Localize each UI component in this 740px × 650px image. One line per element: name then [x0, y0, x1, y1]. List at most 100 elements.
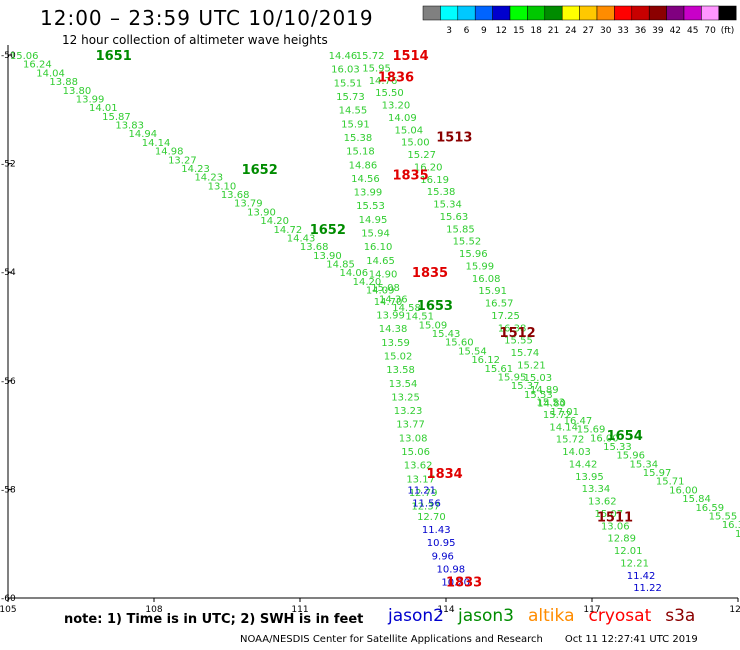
wave-height-value: 14.03 [562, 447, 591, 458]
pass-time-label: 1836 [378, 71, 414, 86]
wave-height-value: 15.63 [440, 212, 469, 223]
y-tick-label: -50 [1, 51, 16, 61]
legend-tick-label: 15 [513, 26, 524, 36]
wave-height-value: 11.56 [412, 499, 441, 510]
wave-height-value: 13.17 [406, 474, 435, 485]
y-tick-label: -54 [1, 268, 16, 278]
wave-height-value: 15.84 [682, 494, 711, 505]
legend-tick-label: 36 [635, 26, 647, 36]
wave-height-value: 13.90 [313, 251, 342, 262]
wave-height-value: 16.57 [485, 299, 514, 310]
wave-height-value: 14.56 [351, 174, 380, 185]
legend-tick-label: 42 [670, 26, 681, 36]
wave-height-value: 16.20 [414, 162, 443, 173]
wave-height-value: 14.14 [142, 138, 171, 149]
wave-height-value: 13.34 [582, 484, 611, 495]
sat-jason2-label: jason2 [388, 606, 444, 626]
wave-height-value: 12.01 [614, 546, 643, 557]
legend-tick-label: 12 [496, 26, 507, 36]
wave-height-value: 12.70 [417, 512, 446, 523]
wave-height-value: 15.53 [536, 398, 565, 409]
wave-height-value: 15.06 [401, 447, 430, 458]
wave-height-value: 13.79 [234, 199, 263, 210]
pass-time-label: 1512 [500, 326, 536, 341]
wave-height-value: 15.00 [401, 138, 430, 149]
wave-height-value: 15.27 [407, 150, 436, 161]
x-tick-label: 120 [729, 605, 740, 615]
wave-height-value: 15.50 [375, 88, 404, 99]
wave-height-value: 15.72 [356, 51, 385, 62]
wave-height-value: 15.99 [465, 261, 494, 272]
wave-height-value: 16.24 [23, 60, 52, 71]
wave-height-value: 14.14 [549, 422, 578, 433]
wave-height-value: 16.03 [331, 65, 360, 76]
wave-height-value: 15.60 [445, 338, 474, 349]
legend-tick-label: 45 [687, 26, 698, 36]
wave-height-value: 15.07 [594, 509, 623, 520]
wave-height-value: 15.91 [341, 119, 370, 130]
pass-time-label: 1652 [242, 163, 278, 178]
sat-jason3-label: jason3 [458, 606, 514, 626]
wave-height-value: 12.21 [620, 558, 649, 569]
wave-height-value: 17.25 [491, 311, 520, 322]
wave-height-value: 15.69 [577, 425, 606, 436]
wave-height-value: 15.21 [517, 360, 546, 371]
wave-height-value: 11.42 [627, 571, 656, 582]
wave-height-value: 13.54 [389, 379, 418, 390]
wave-height-value: 15.08 [371, 283, 400, 294]
wave-height-value: 13.77 [396, 420, 425, 431]
wave-height-value: 14.09 [388, 113, 417, 124]
wave-height-value: 15.34 [433, 200, 462, 211]
wave-height-value: 13.99 [354, 188, 383, 199]
wave-height-value: 13.27 [168, 155, 197, 166]
legend-unit-label: (ft) [721, 26, 735, 36]
x-tick-label: 117 [583, 605, 600, 615]
wave-height-value: 13.83 [115, 121, 144, 132]
pass-time-label: 1834 [427, 467, 463, 482]
x-tick-label: 111 [291, 605, 308, 615]
pass-time-label: 1513 [436, 130, 472, 145]
y-tick-label: -60 [1, 594, 16, 604]
x-tick-label: 108 [145, 605, 162, 615]
wave-height-value: 14.90 [369, 270, 398, 281]
wave-height-value: 10.20 [441, 578, 470, 589]
pass-time-label: 1833 [446, 576, 482, 591]
wave-height-value: 13.06 [601, 521, 630, 532]
x-tick-label: 114 [437, 605, 454, 615]
wave-height-value: 15.33 [603, 442, 632, 453]
wave-height-value: 15.06 [10, 51, 39, 62]
wave-height-value: 15.43 [432, 329, 461, 340]
wave-height-value: 14.65 [366, 256, 395, 267]
wave-height-value: 15.52 [453, 237, 482, 248]
wave-height-value: 15.38 [427, 187, 456, 198]
wave-height-value: 16.00 [590, 433, 619, 444]
wave-height-value: 15.02 [384, 351, 413, 362]
legend-tick-label: 33 [617, 26, 628, 36]
wave-height-value: 16.00 [669, 485, 698, 496]
chart-title: 12:00 – 23:59 UTC 10/10/2019 [40, 6, 374, 30]
wave-height-value: 16.38 [498, 323, 527, 334]
wave-height-value: 15.85 [446, 224, 475, 235]
y-tick-label: -58 [1, 485, 16, 495]
wave-height-value: 14.23 [181, 164, 210, 175]
wave-height-value: 13.80 [63, 86, 92, 97]
wave-height-value: 15.95 [362, 63, 391, 74]
legend-tick-label: 6 [464, 26, 470, 36]
wave-height-value: 16.19 [420, 175, 449, 186]
wave-height-value: 16.59 [695, 503, 724, 514]
footer-center: NOAA/NESDIS Center for Satellite Applica… [240, 634, 543, 645]
wave-height-value: 14.86 [349, 160, 378, 171]
wave-height-value: 15.87 [102, 112, 131, 123]
wave-height-value: 10.95 [427, 538, 456, 549]
wave-height-value: 15.74 [511, 348, 540, 359]
chart-subtitle: 12 hour collection of altimeter wave hei… [62, 33, 328, 47]
wave-height-value: 14.01 [89, 103, 118, 114]
wave-height-value: 13.23 [394, 406, 423, 417]
wave-height-value: 14.06 [339, 268, 368, 279]
wave-height-value: 15.55 [709, 511, 738, 522]
wave-height-value: 14.23 [194, 173, 223, 184]
wave-height-value: 15.53 [524, 390, 553, 401]
wave-height-value: 14.20 [260, 216, 289, 227]
wave-height-value: 15.91 [478, 286, 507, 297]
